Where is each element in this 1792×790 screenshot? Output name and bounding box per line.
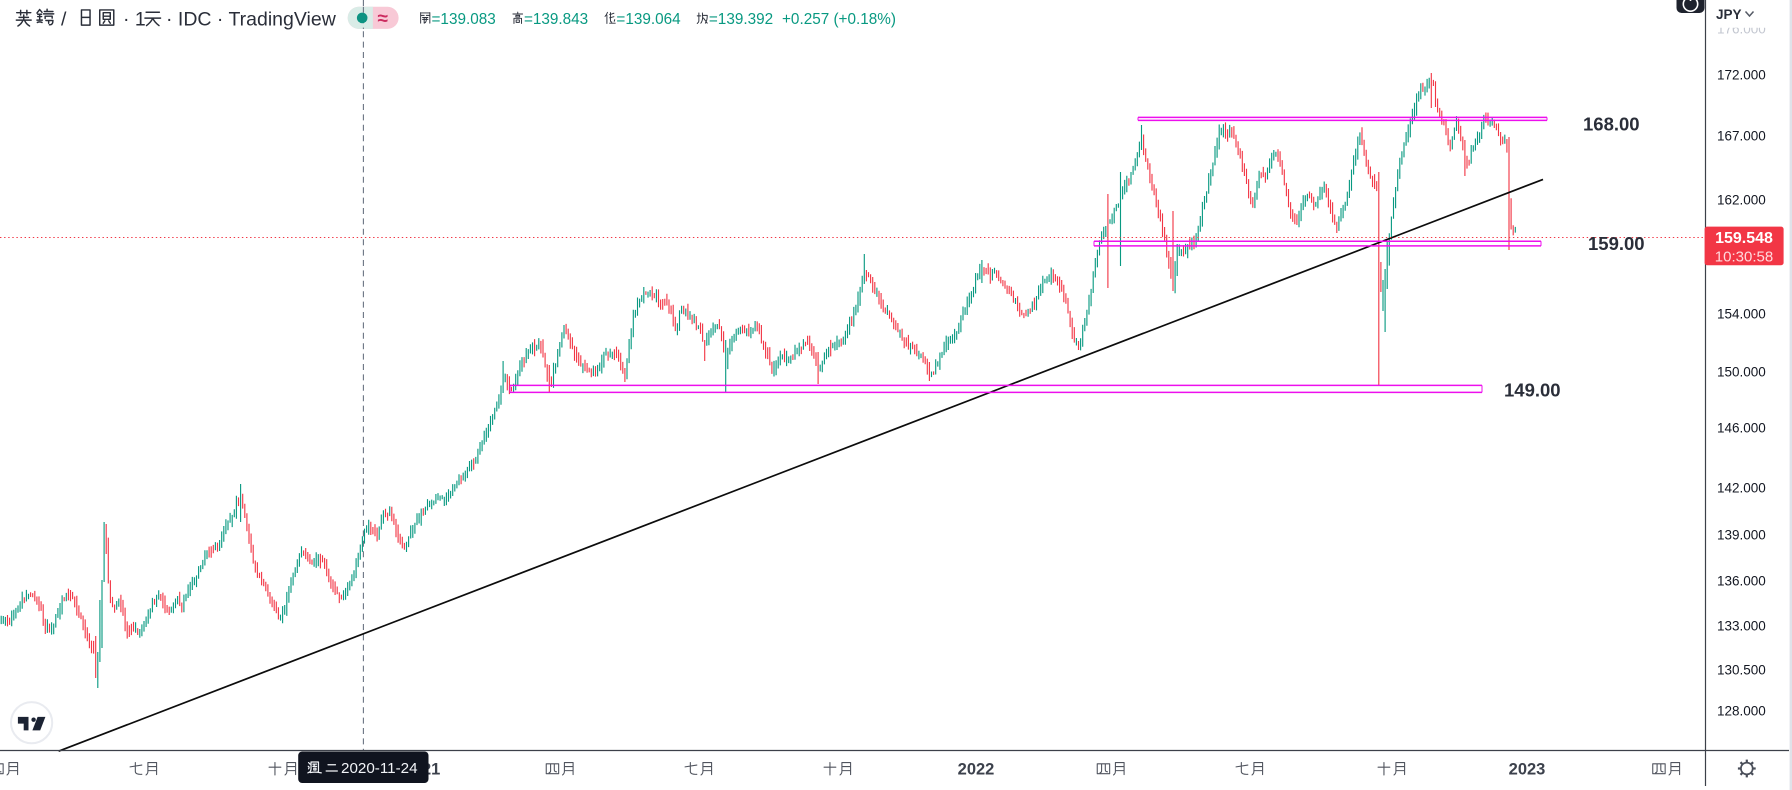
svg-text:/: / [61,9,67,31]
svg-text:142.000: 142.000 [1717,481,1766,496]
svg-text:149.00: 149.00 [1504,380,1561,401]
svg-text:=139.843: =139.843 [524,11,588,28]
svg-text:10:30:58: 10:30:58 [1715,249,1773,266]
svg-text:2020-11-24: 2020-11-24 [341,760,418,777]
svg-text:=139.064: =139.064 [616,11,681,28]
svg-text:· IDC · TradingView: · IDC · TradingView [166,9,337,31]
svg-text:168.00: 168.00 [1583,114,1640,135]
svg-text:162.000: 162.000 [1717,193,1766,208]
svg-text:· 1: · 1 [123,9,146,31]
svg-text:176.000: 176.000 [1717,22,1766,37]
svg-text:JPY: JPY [1716,7,1742,22]
svg-text:139.000: 139.000 [1717,528,1766,543]
svg-text:≈: ≈ [378,9,389,30]
svg-text:2023: 2023 [1509,761,1546,779]
svg-text:159.00: 159.00 [1588,233,1645,254]
svg-text:150.000: 150.000 [1717,365,1766,380]
svg-text:154.000: 154.000 [1717,307,1766,322]
svg-text:=139.392: =139.392 [709,11,773,28]
svg-text:133.000: 133.000 [1717,619,1766,634]
svg-text:136.000: 136.000 [1717,574,1766,589]
svg-text:159.548: 159.548 [1715,230,1773,247]
svg-text:172.000: 172.000 [1717,68,1766,83]
svg-text:2022: 2022 [958,761,995,779]
svg-text:128.000: 128.000 [1717,704,1766,719]
svg-text:+0.257 (+0.18%): +0.257 (+0.18%) [782,11,896,28]
svg-text:167.000: 167.000 [1717,129,1766,144]
svg-text:130.500: 130.500 [1717,663,1766,678]
svg-text:=139.083: =139.083 [432,11,496,28]
svg-text:146.000: 146.000 [1717,421,1766,436]
